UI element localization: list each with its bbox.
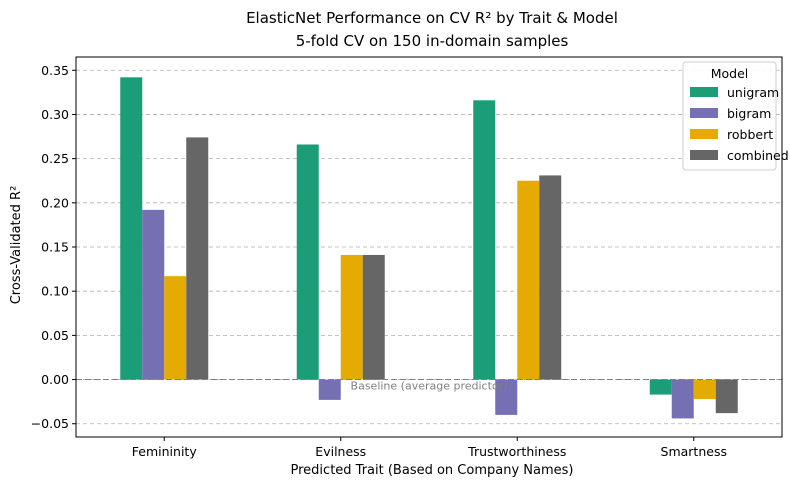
legend-label-combined: combined [727,148,789,163]
y-axis-label: Cross-Validated R² [9,186,24,305]
legend-label-unigram: unigram [727,85,779,100]
bar-bigram-femininity [142,209,165,380]
bar-unigram-trustworthiness [473,100,496,380]
baseline: Baseline (average predictor) [76,379,782,393]
x-axis-ticks: Femininity Evilness Trustworthiness Smartne… [132,437,727,459]
bar-bigram-smartness [671,379,694,419]
legend-swatch-robbert [690,129,718,139]
y-tick-label: 0.20 [41,195,69,210]
chart-title: ElasticNet Performance on CV R² by Trait… [246,9,618,27]
y-tick-label: 0.10 [41,284,69,299]
bar-combined-smartness [715,379,738,414]
bar-bigram-trustworthiness [495,379,518,415]
bar-combined-evilness [362,254,385,380]
bar-robbert-evilness [340,254,363,380]
x-tick-label: Smartness [661,444,727,459]
legend-label-robbert: robbert [727,127,773,142]
bar-unigram-smartness [649,379,672,395]
y-tick-label: 0.05 [41,328,69,343]
x-tick-label: Femininity [132,444,198,459]
baseline-label: Baseline (average predictor) [351,380,508,393]
y-tick-label: 0.30 [41,107,69,122]
y-tick-label: 0.35 [41,63,69,78]
x-tick-label: Trustworthiness [467,444,566,459]
bar-unigram-femininity [120,77,143,380]
x-tick-label: Evilness [315,444,366,459]
bar-bigram-evilness [318,379,341,400]
bar-robbert-smartness [693,379,716,399]
y-tick-label: 0.25 [41,151,69,166]
legend: Model unigram bigram robbert combined [682,61,789,171]
legend-swatch-combined [690,150,718,160]
bar-combined-trustworthiness [539,175,562,380]
legend-swatch-unigram [690,87,718,97]
legend-label-bigram: bigram [727,106,771,121]
bars [120,77,738,419]
legend-title: Model [711,66,749,81]
chart-subtitle: 5-fold CV on 150 in-domain samples [296,32,569,50]
y-axis-ticks: −0.05 0.00 0.05 0.10 0.15 0.20 0.25 0.30 0.35 [31,63,76,431]
legend-swatch-bigram [690,108,718,118]
bar-robbert-trustworthiness [517,180,540,380]
x-axis-label: Predicted Trait (Based on Company Names) [291,463,574,478]
y-tick-label: 0.00 [41,372,69,387]
bar-robbert-femininity [164,276,187,380]
y-tick-label: 0.15 [41,240,69,255]
bar-combined-femininity [186,137,209,380]
bar-unigram-evilness [296,144,319,380]
y-tick-label: −0.05 [31,416,69,431]
